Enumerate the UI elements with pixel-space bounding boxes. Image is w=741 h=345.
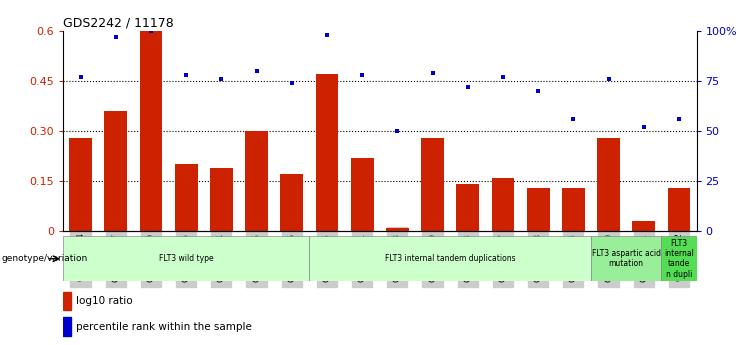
- Bar: [421, 138, 444, 231]
- Bar: [527, 188, 550, 231]
- Bar: [63, 236, 310, 281]
- Point: [286, 80, 298, 86]
- Bar: [139, 31, 162, 231]
- Bar: [280, 175, 303, 231]
- Bar: [491, 178, 514, 231]
- Text: FLT3 internal tandem duplications: FLT3 internal tandem duplications: [385, 254, 516, 263]
- Bar: [661, 236, 697, 281]
- Point: [180, 72, 192, 78]
- Text: GDS2242 / 11178: GDS2242 / 11178: [63, 17, 173, 30]
- Point: [462, 84, 473, 90]
- Point: [568, 116, 579, 122]
- Point: [602, 76, 614, 82]
- Point: [532, 88, 544, 94]
- Point: [145, 28, 157, 34]
- Point: [638, 124, 650, 130]
- Bar: [210, 168, 233, 231]
- Point: [250, 68, 262, 74]
- Point: [391, 128, 403, 134]
- Bar: [69, 138, 92, 231]
- Point: [497, 74, 509, 80]
- Bar: [310, 236, 591, 281]
- Text: FLT3
internal
tande
n dupli: FLT3 internal tande n dupli: [664, 239, 694, 279]
- Bar: [591, 236, 661, 281]
- Bar: [316, 75, 339, 231]
- Text: log10 ratio: log10 ratio: [76, 296, 133, 306]
- Point: [673, 116, 685, 122]
- Bar: [63, 317, 71, 335]
- Bar: [668, 188, 691, 231]
- Bar: [175, 165, 198, 231]
- Bar: [350, 158, 373, 231]
- Bar: [456, 185, 479, 231]
- Point: [427, 70, 439, 76]
- Point: [321, 32, 333, 38]
- Bar: [386, 228, 409, 231]
- Point: [216, 76, 227, 82]
- Bar: [597, 138, 620, 231]
- Bar: [562, 188, 585, 231]
- Bar: [63, 292, 71, 310]
- Text: FLT3 wild type: FLT3 wild type: [159, 254, 213, 263]
- Point: [75, 74, 87, 80]
- Text: genotype/variation: genotype/variation: [1, 254, 87, 263]
- Text: percentile rank within the sample: percentile rank within the sample: [76, 322, 251, 332]
- Bar: [632, 221, 655, 231]
- Bar: [245, 131, 268, 231]
- Text: FLT3 aspartic acid
mutation: FLT3 aspartic acid mutation: [591, 249, 661, 268]
- Point: [110, 34, 122, 40]
- Point: [356, 72, 368, 78]
- Bar: [104, 111, 127, 231]
